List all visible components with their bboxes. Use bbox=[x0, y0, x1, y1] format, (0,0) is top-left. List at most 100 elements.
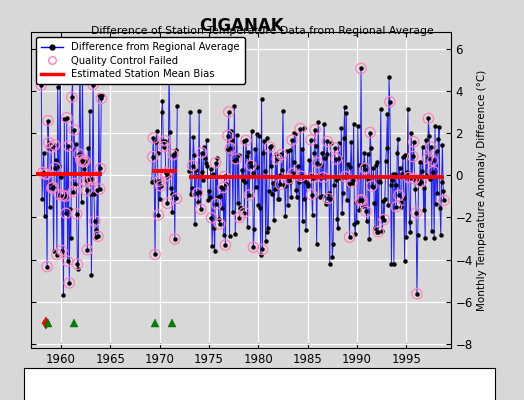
Point bbox=[215, 221, 224, 227]
Point bbox=[409, 139, 418, 145]
Point bbox=[361, 165, 369, 172]
Point bbox=[266, 144, 274, 150]
Point bbox=[41, 171, 50, 177]
Point bbox=[308, 192, 316, 198]
Point bbox=[157, 183, 165, 189]
Point bbox=[91, 218, 99, 224]
Point bbox=[193, 190, 202, 196]
Point bbox=[161, 170, 170, 176]
Point bbox=[69, 188, 78, 195]
Point bbox=[285, 176, 293, 182]
Point bbox=[297, 173, 305, 180]
Point bbox=[395, 192, 403, 198]
Point bbox=[412, 210, 420, 216]
Point bbox=[247, 162, 255, 169]
Point bbox=[289, 170, 297, 176]
Point bbox=[73, 261, 82, 267]
Point bbox=[65, 280, 73, 286]
Point bbox=[345, 234, 354, 240]
Point bbox=[96, 165, 105, 172]
Point bbox=[89, 82, 97, 88]
Point bbox=[367, 183, 376, 189]
Point bbox=[258, 246, 267, 252]
Point bbox=[56, 64, 64, 70]
Point bbox=[358, 197, 366, 203]
Point bbox=[198, 150, 206, 156]
Point bbox=[75, 151, 83, 157]
Point bbox=[276, 181, 285, 188]
Point bbox=[155, 178, 163, 184]
Point bbox=[72, 211, 81, 217]
Point bbox=[62, 210, 70, 216]
Point bbox=[77, 157, 85, 163]
Point bbox=[160, 144, 168, 150]
Point bbox=[427, 144, 435, 150]
Point bbox=[307, 137, 315, 143]
Point bbox=[78, 70, 86, 77]
Point bbox=[48, 185, 56, 191]
Point bbox=[163, 200, 171, 206]
Point bbox=[208, 215, 216, 221]
Point bbox=[374, 228, 383, 235]
Point bbox=[51, 164, 59, 171]
Point bbox=[59, 192, 67, 199]
Point bbox=[148, 154, 157, 160]
Point bbox=[221, 242, 230, 248]
Text: Berkeley Earth: Berkeley Earth bbox=[411, 390, 487, 400]
Point bbox=[226, 145, 235, 151]
Legend: Difference from Regional Average, Quality Control Failed, Estimated Station Mean: Difference from Regional Average, Qualit… bbox=[37, 37, 245, 84]
Point bbox=[81, 158, 89, 164]
Point bbox=[366, 129, 374, 136]
Text: Station Move: Station Move bbox=[49, 380, 113, 390]
Point bbox=[249, 244, 258, 250]
Point bbox=[83, 246, 92, 253]
Point bbox=[356, 197, 364, 204]
Point bbox=[211, 160, 220, 166]
Point bbox=[288, 137, 296, 143]
Point bbox=[94, 233, 102, 240]
Title: CIGANAK: CIGANAK bbox=[199, 17, 283, 35]
Point bbox=[43, 264, 51, 270]
Point bbox=[53, 251, 61, 258]
Point bbox=[71, 180, 79, 187]
Point bbox=[235, 214, 244, 221]
Point bbox=[62, 114, 71, 121]
Point bbox=[309, 174, 318, 181]
Point bbox=[405, 174, 413, 181]
Point bbox=[37, 82, 46, 88]
Y-axis label: Monthly Temperature Anomaly Difference (°C): Monthly Temperature Anomaly Difference (… bbox=[477, 69, 487, 311]
Point bbox=[169, 152, 177, 158]
Point bbox=[417, 178, 425, 185]
Point bbox=[224, 109, 233, 115]
Point bbox=[324, 195, 332, 202]
Point bbox=[97, 95, 105, 102]
Point bbox=[348, 179, 356, 186]
Point bbox=[50, 142, 59, 148]
Point bbox=[273, 156, 281, 162]
Point bbox=[296, 125, 304, 132]
Point bbox=[58, 248, 66, 254]
Point bbox=[47, 144, 56, 151]
Point bbox=[428, 157, 436, 164]
Point bbox=[82, 178, 90, 184]
Point bbox=[43, 118, 52, 124]
Point bbox=[232, 156, 241, 162]
Point bbox=[380, 216, 388, 223]
Point bbox=[311, 126, 319, 133]
Point bbox=[61, 193, 69, 199]
Point bbox=[162, 172, 171, 179]
Point bbox=[423, 155, 432, 162]
Point bbox=[221, 173, 229, 180]
Point bbox=[88, 176, 96, 183]
Point bbox=[323, 138, 332, 145]
Point bbox=[42, 171, 50, 178]
Point bbox=[172, 195, 181, 202]
Point bbox=[332, 156, 341, 162]
Point bbox=[341, 174, 350, 180]
Point bbox=[161, 138, 169, 144]
Point bbox=[240, 209, 248, 216]
Point bbox=[440, 197, 448, 204]
Text: Record Gap: Record Gap bbox=[136, 380, 193, 390]
Point bbox=[85, 176, 93, 182]
Point bbox=[64, 143, 73, 149]
